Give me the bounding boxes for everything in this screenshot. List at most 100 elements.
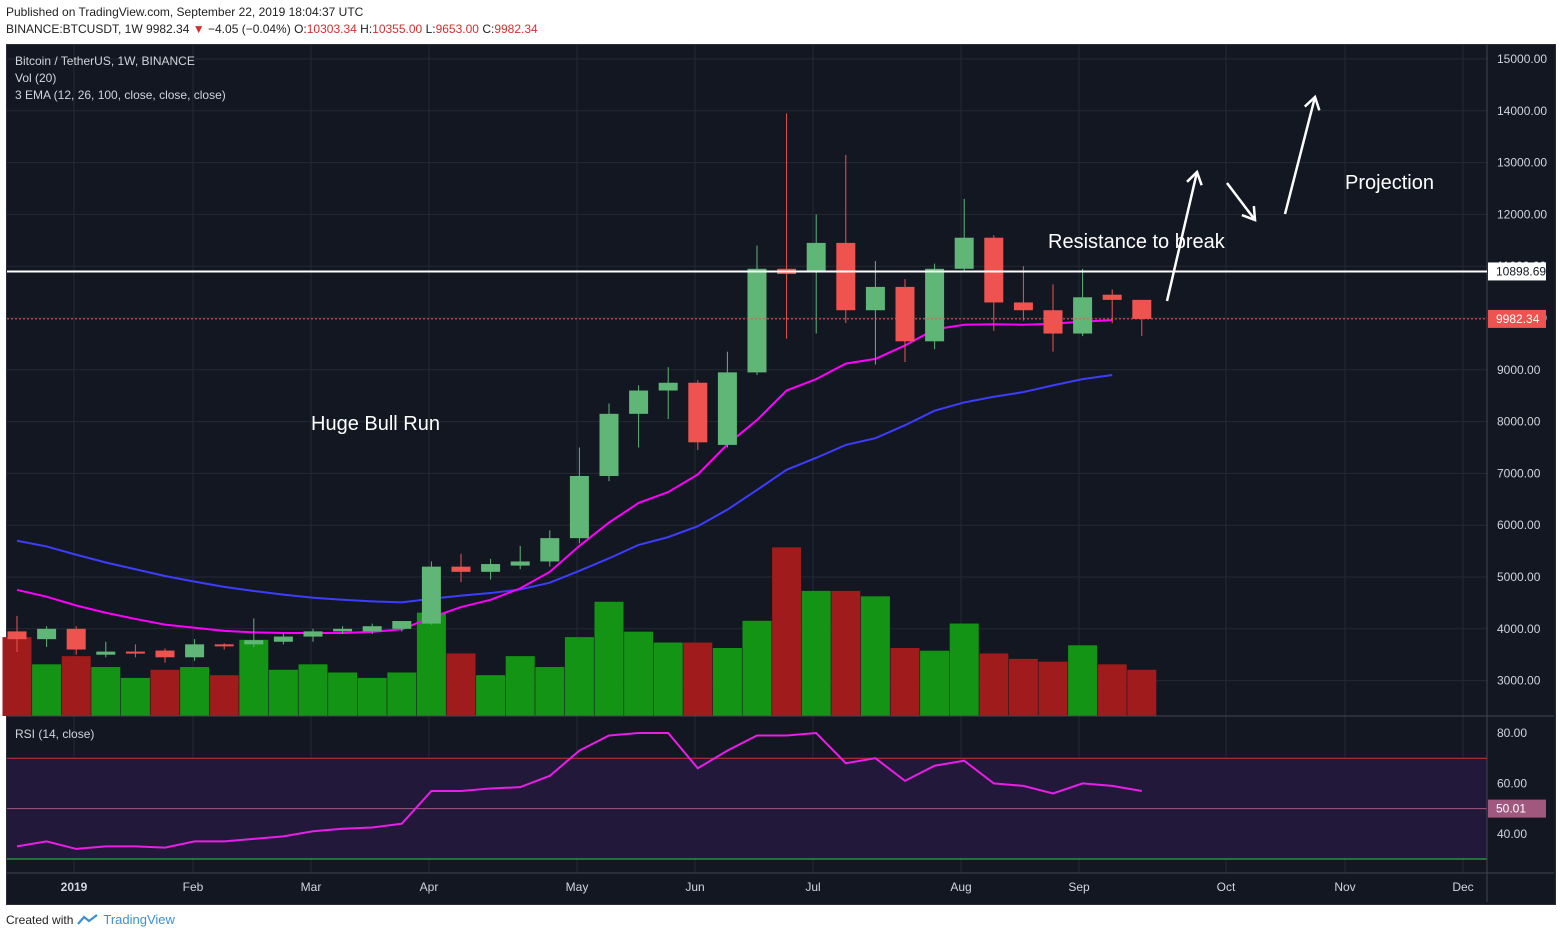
low-value: 9653.00 (435, 22, 479, 36)
candle-body (1102, 294, 1122, 300)
candle-body (125, 651, 145, 654)
time-tick-label: Apr (420, 880, 439, 894)
price-tick-label: 6000.00 (1497, 518, 1541, 532)
volume-bar (416, 612, 446, 716)
volume-bar (653, 642, 683, 716)
volume-bar (91, 667, 121, 716)
candle-body (599, 413, 619, 476)
price-tick-label: 3000.00 (1497, 674, 1541, 688)
candle-body (303, 631, 323, 637)
candle-body (865, 286, 885, 311)
projection-arrow-up-2-head (1303, 94, 1321, 111)
annotation-resistance: Resistance to break (1048, 231, 1226, 253)
volume-bar (860, 596, 890, 716)
last-price-tag-bg (1488, 309, 1546, 328)
change-value: −4.05 (−0.04%) (208, 22, 291, 36)
candle-body (717, 372, 737, 445)
volume-bar (772, 547, 802, 716)
projection-arrow-down (1226, 182, 1256, 221)
annotation-bull-run: Huge Bull Run (311, 413, 440, 435)
volume-bar (594, 601, 624, 716)
price-tick-label: 13000.00 (1497, 156, 1547, 170)
candle-body (362, 626, 382, 632)
volume-bar (32, 664, 62, 716)
ohlc-line: BINANCE:BTCUSDT, 1W 9982.34 ▼ −4.05 (−0.… (6, 22, 538, 36)
volume-bar (1008, 658, 1038, 716)
candle-body (66, 628, 86, 650)
candle-body (1073, 297, 1093, 334)
volume-bar (150, 669, 180, 716)
time-tick-label: Feb (183, 880, 204, 894)
ema-fast-line (16, 319, 1113, 634)
price-tick-label: 9000.00 (1497, 363, 1541, 377)
candle-body (273, 636, 293, 642)
volume-bar (268, 669, 298, 716)
volume-bar (949, 623, 979, 716)
time-tick-label: Nov (1334, 880, 1355, 894)
time-tick-label: 2019 (61, 880, 88, 894)
candle-body (214, 644, 234, 647)
candle-body (658, 382, 678, 391)
close-label: C: (482, 22, 495, 36)
published-line: Published on TradingView.com, September … (6, 5, 364, 19)
time-tick-label: Aug (950, 880, 971, 894)
legend-title: Bitcoin / TetherUS, 1W, BINANCE (15, 54, 195, 68)
tradingview-brand[interactable]: TradingView (103, 912, 175, 927)
projection-arrow-up-2 (1283, 96, 1317, 215)
grid (7, 45, 1487, 873)
open-value: 10303.34 (306, 22, 357, 36)
low-label: L: (425, 22, 436, 36)
candle-body (451, 566, 471, 572)
rsi-band (7, 757, 1487, 860)
last-price-tag: 9982.34 (1496, 312, 1540, 326)
candle-body (244, 640, 264, 645)
candle-body (1013, 302, 1033, 311)
volume-bar (387, 672, 417, 716)
volume-bar (564, 637, 594, 716)
candle-body (895, 286, 915, 342)
volume-bar (298, 664, 328, 716)
close-value: 9982.34 (494, 22, 538, 36)
volume-bar (328, 672, 358, 716)
price-tick-label: 7000.00 (1497, 466, 1541, 480)
projection-arrow-up-1-head (1186, 169, 1203, 186)
volume-bar (683, 642, 713, 716)
price-tick-label: 15000.00 (1497, 52, 1547, 66)
time-tick-label: Jul (805, 880, 820, 894)
high-label: H: (360, 22, 373, 36)
volume-bar (920, 650, 950, 716)
volume-bar (61, 656, 91, 716)
candle-body (984, 237, 1004, 303)
projection-arrow-down-head (1241, 205, 1257, 222)
resistance-price-tag-bg (1488, 262, 1546, 281)
volume-bar (1068, 645, 1098, 716)
change-arrow-icon: ▼ (192, 22, 205, 36)
ema-lines (16, 319, 1113, 634)
symbol-label: BINANCE:BTCUSDT, 1W (6, 22, 143, 36)
tradingview-logo-icon (77, 913, 99, 925)
candle-body (37, 628, 57, 640)
open-label: O: (294, 22, 307, 36)
candle-body (333, 628, 353, 632)
candle-body (540, 538, 560, 562)
resistance-price-tag: 10898.69 (1496, 264, 1546, 278)
rsi-tick-label: 40.00 (1497, 827, 1527, 841)
last-price: 9982.34 (146, 22, 190, 36)
volume-bar (1127, 669, 1157, 716)
volume-bar (505, 656, 535, 716)
candle-body (7, 631, 27, 640)
axes: 15000.0014000.0013000.0012000.0011000.00… (7, 45, 1554, 902)
annotation-projection: Projection (1345, 172, 1434, 194)
volume-bars (2, 547, 1157, 716)
price-tick-label: 12000.00 (1497, 207, 1547, 221)
time-tick-label: Jun (685, 880, 704, 894)
volume-bar (446, 653, 476, 716)
candle-body (925, 268, 945, 342)
time-tick-label: Sep (1068, 880, 1090, 894)
volume-bar (890, 648, 920, 716)
price-tick-label: 8000.00 (1497, 415, 1541, 429)
volume-bar (801, 590, 831, 716)
rsi-tick-label: 80.00 (1497, 726, 1527, 740)
volume-bar (1097, 664, 1127, 716)
